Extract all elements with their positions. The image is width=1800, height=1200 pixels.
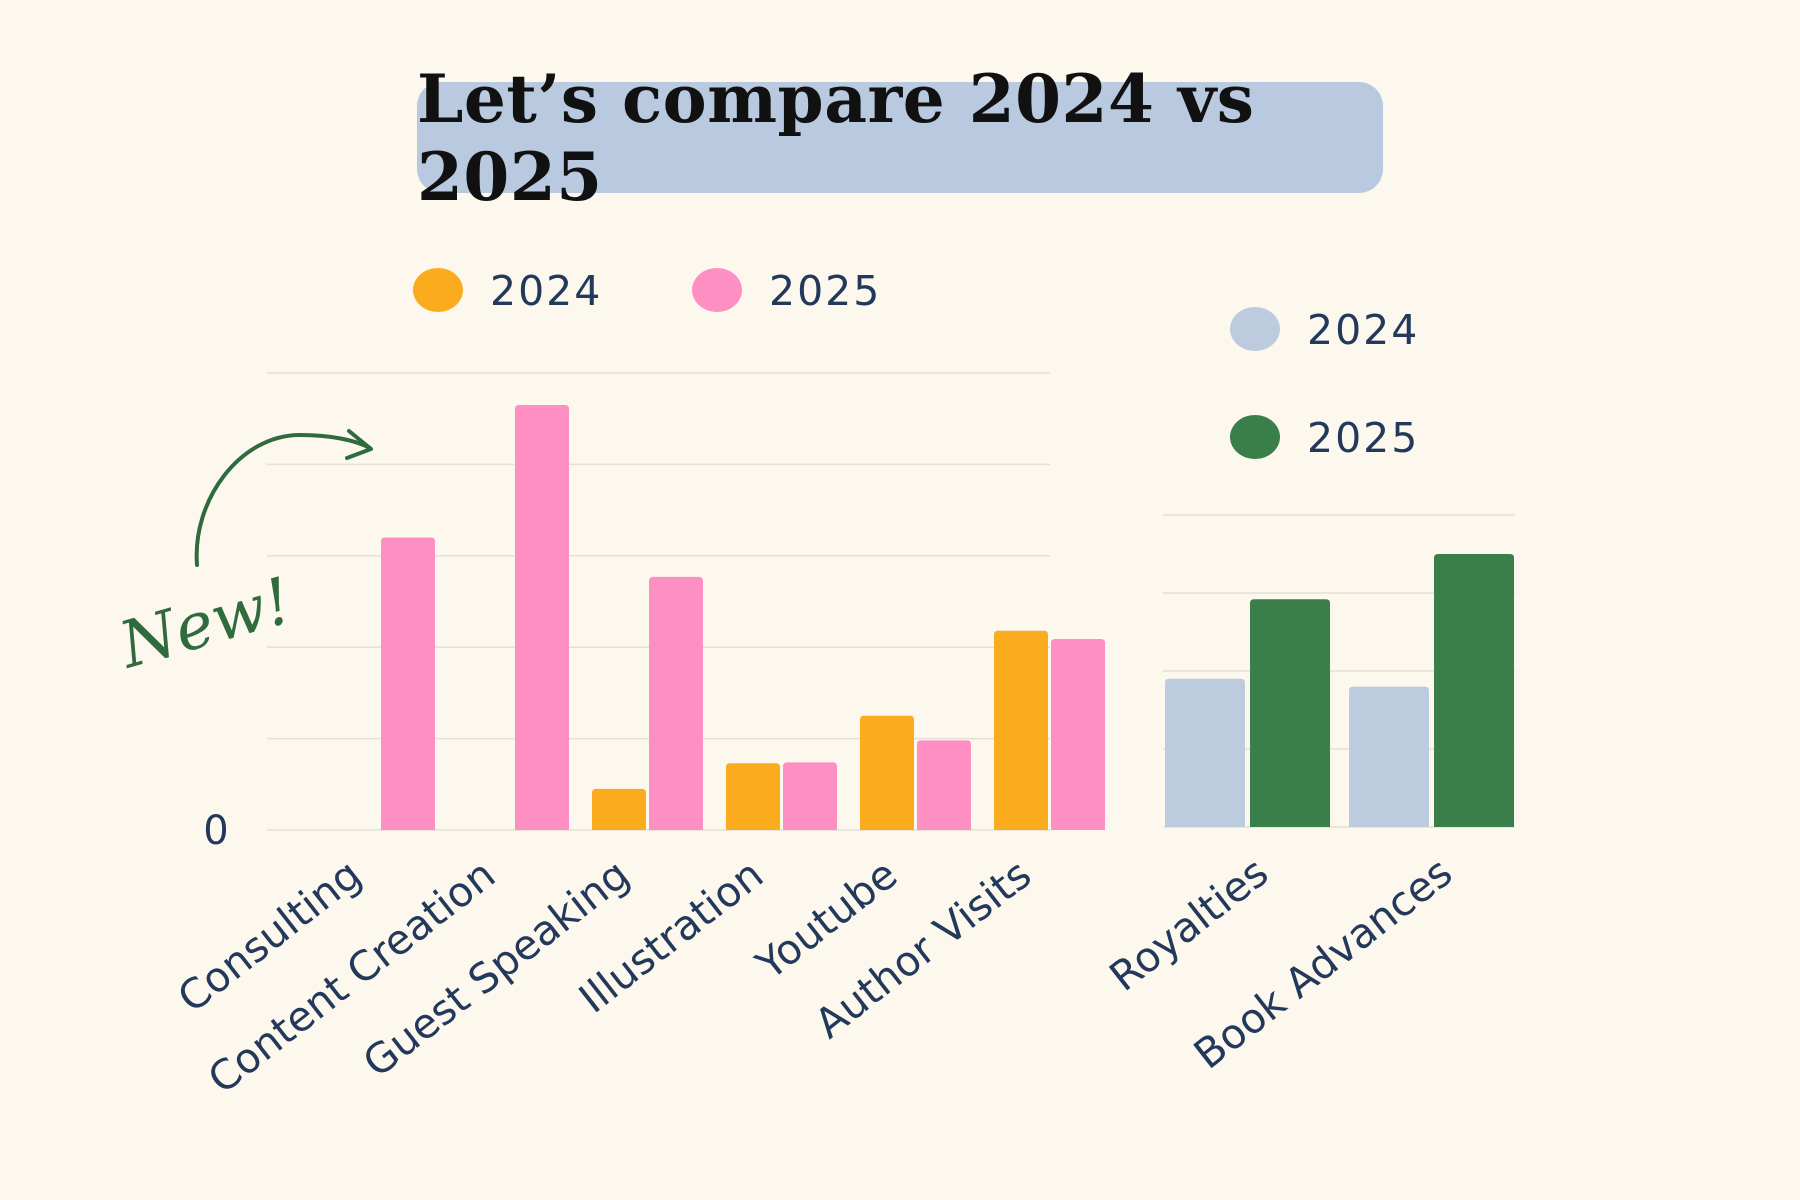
chart1-bar-author-visits-2025 xyxy=(1051,638,1105,830)
new-annotation: New! xyxy=(110,429,373,684)
left-chart-bars xyxy=(381,404,1105,830)
chart1-legend-label-2025: 2025 xyxy=(769,267,881,315)
title-pill: Let’s compare 2024 vs 2025 xyxy=(417,60,1383,216)
chart2-legend-swatch-2025 xyxy=(1230,415,1280,459)
chart2-legend-label-2025: 2025 xyxy=(1307,414,1419,462)
chart2-bar-book-advances-2024 xyxy=(1349,686,1429,827)
chart1-bar-author-visits-2024 xyxy=(994,630,1048,830)
chart2-legend-label-2024: 2024 xyxy=(1307,306,1419,354)
chart1-legend-label-2024: 2024 xyxy=(490,267,602,315)
chart1-bar-illustration-2024 xyxy=(726,763,780,830)
chart1-bar-content-creation-2025 xyxy=(515,404,569,830)
arrow-head-icon xyxy=(345,429,373,460)
chart1-bar-youtube-2024 xyxy=(860,715,914,830)
chart2-category-label: Royalties xyxy=(1101,848,1278,1001)
chart2-legend-swatch-2024 xyxy=(1230,307,1280,351)
chart1-bar-consulting-2025 xyxy=(381,537,435,830)
right-chart-bars xyxy=(1165,554,1514,827)
chart2-bar-book-advances-2025 xyxy=(1434,554,1514,827)
left-chart-y-ticks: 0 xyxy=(203,808,228,854)
chart1-bar-guest-speaking-2025 xyxy=(649,576,703,830)
new-annotation-label: New! xyxy=(110,564,300,684)
chart1-y-tick-label: 0 xyxy=(203,808,228,854)
chart1-bar-guest-speaking-2024 xyxy=(592,788,646,830)
chart1-legend-swatch-2025 xyxy=(692,268,742,312)
page-title: Let’s compare 2024 vs 2025 xyxy=(417,59,1255,216)
right-chart-legend: 2024 2025 xyxy=(1230,306,1419,462)
chart1-legend-swatch-2024 xyxy=(413,268,463,312)
chart2-bar-royalties-2025 xyxy=(1250,599,1330,827)
curved-arrow-icon xyxy=(194,432,372,567)
left-chart-legend: 2024 2025 xyxy=(413,267,881,315)
chart1-bar-youtube-2025 xyxy=(917,740,971,830)
chart2-bar-royalties-2024 xyxy=(1165,678,1245,827)
chart1-bar-illustration-2025 xyxy=(783,762,837,830)
